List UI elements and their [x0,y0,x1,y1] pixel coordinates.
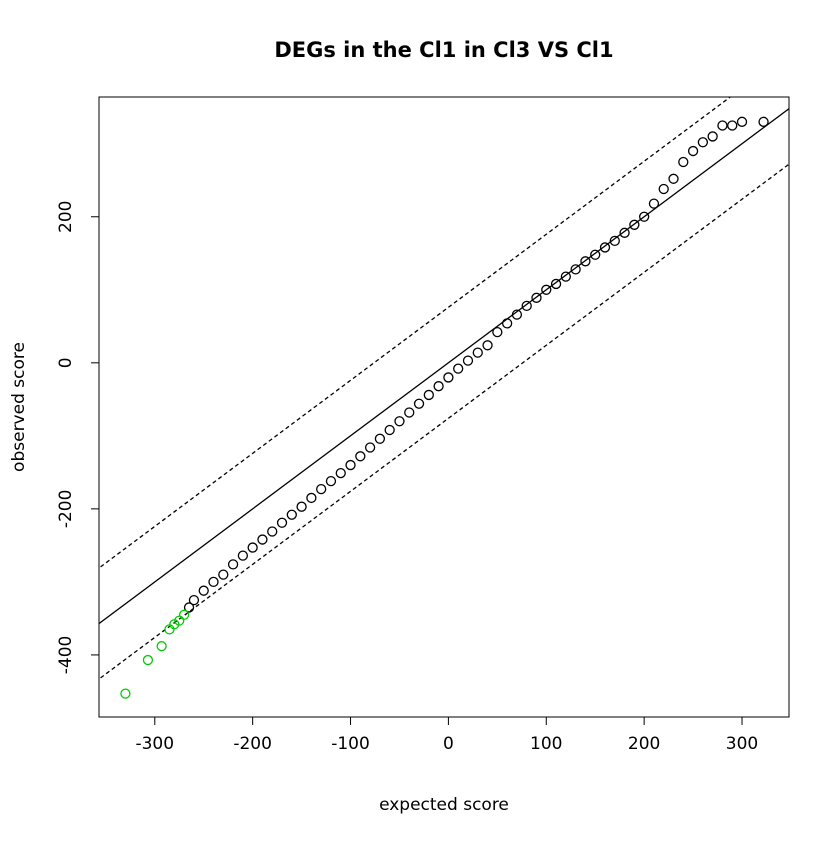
point [296,501,307,512]
point [560,271,572,282]
point [521,300,532,312]
point [462,355,474,366]
point [570,264,581,275]
point [501,318,513,329]
point [590,249,601,260]
point [276,517,288,528]
y-tick-label: 200 [56,201,76,233]
point [668,173,679,184]
point [198,585,209,596]
x-tick-label: -300 [135,734,174,754]
point [433,381,444,392]
point [384,424,395,436]
point [492,326,503,338]
point [142,654,154,666]
point [345,459,356,471]
point [472,347,483,358]
x-tick-label: -100 [331,734,370,754]
point [727,120,738,131]
point [423,389,434,401]
y-tick-label: 0 [56,357,76,368]
point [697,137,709,148]
point [609,235,620,247]
y-tick-label: -200 [56,490,76,529]
x-axis-label: expected score [379,795,509,815]
reference-line [99,107,789,625]
point [364,442,376,453]
point [619,227,630,238]
x-tick-label: -200 [233,734,272,754]
reference-line [99,97,732,569]
point [453,363,464,374]
point [286,509,297,520]
point [648,198,660,209]
point [267,526,278,537]
reference-line [99,163,789,680]
point [511,309,523,320]
point [658,183,669,195]
point [306,492,317,504]
point [156,641,167,652]
point [237,550,249,561]
point [550,278,562,290]
point [394,416,405,427]
y-axis-label: observed score [9,342,29,472]
point [580,256,591,267]
point [335,467,346,479]
point [707,131,718,142]
point [316,484,327,495]
point [227,559,239,570]
point [247,542,258,553]
x-tick-label: 200 [628,734,660,754]
chart-title: DEGs in the Cl1 in Cl3 VS Cl1 [274,38,613,62]
point [218,569,229,580]
point [188,595,200,606]
point [374,433,386,444]
x-tick-label: 0 [443,734,454,754]
point [629,219,640,230]
point [413,398,425,409]
point [531,292,542,303]
point [758,116,769,127]
point [736,116,748,127]
point [183,602,195,613]
point [404,407,415,418]
plot-frame [98,96,790,718]
point [678,156,689,168]
point [120,688,131,699]
x-tick-label: 300 [726,734,758,754]
point [443,372,454,383]
point [482,340,493,351]
point [355,451,366,462]
point [257,534,268,545]
point [717,120,728,131]
x-tick-label: 100 [530,734,562,754]
point [541,284,552,295]
point [208,576,219,588]
point [687,145,699,157]
y-tick-label: -400 [56,636,76,675]
point [325,475,337,487]
point [178,609,190,620]
point [599,242,611,253]
point [638,211,650,222]
